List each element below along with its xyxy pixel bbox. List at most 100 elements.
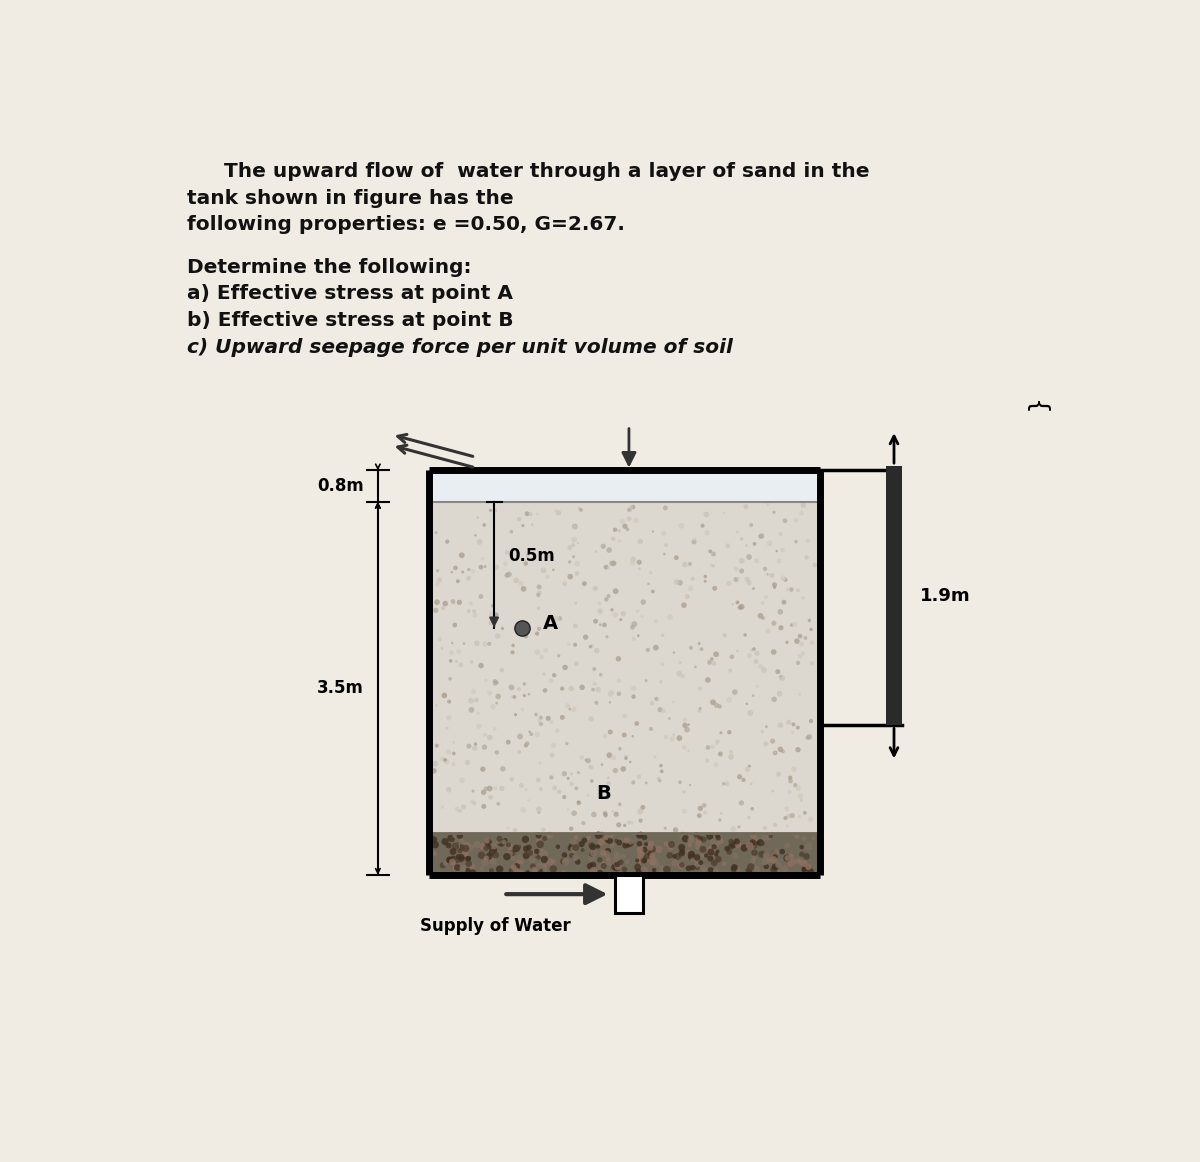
Point	[557, 734, 576, 753]
Point	[670, 665, 689, 683]
Point	[742, 516, 761, 535]
Point	[786, 532, 805, 551]
Text: c) Upward seepage force per unit volume of soil: c) Upward seepage force per unit volume …	[187, 338, 733, 357]
Point	[578, 787, 598, 805]
Point	[516, 626, 535, 645]
Point	[734, 839, 754, 858]
Point	[590, 602, 610, 621]
Point	[709, 849, 728, 868]
Point	[768, 662, 787, 681]
Point	[582, 772, 601, 790]
Point	[653, 655, 672, 674]
Point	[475, 738, 494, 756]
Point	[566, 617, 586, 636]
Point	[613, 604, 632, 623]
Point	[649, 840, 668, 859]
Point	[673, 667, 692, 686]
Point	[691, 798, 710, 817]
Point	[426, 601, 445, 619]
Point	[504, 849, 523, 868]
Point	[614, 847, 634, 866]
Point	[527, 705, 546, 724]
Point	[647, 638, 666, 657]
Point	[529, 711, 548, 730]
Point	[542, 768, 562, 787]
Point	[460, 849, 479, 868]
Point	[607, 859, 626, 877]
Point	[559, 634, 578, 653]
Point	[742, 775, 761, 794]
Point	[636, 672, 655, 690]
Point	[450, 835, 469, 854]
Point	[461, 691, 480, 710]
Point	[473, 859, 492, 877]
Point	[594, 855, 613, 874]
Point	[743, 833, 762, 852]
Point	[540, 547, 559, 566]
Point	[553, 708, 572, 726]
Point	[544, 853, 563, 872]
Point	[560, 567, 580, 586]
Point	[644, 861, 664, 880]
Point	[684, 849, 703, 868]
Point	[668, 847, 688, 866]
Point	[756, 588, 775, 607]
Point	[439, 837, 458, 855]
Point	[596, 806, 616, 825]
Point	[728, 641, 748, 660]
Point	[460, 737, 479, 755]
Point	[740, 837, 760, 855]
Point	[682, 579, 701, 597]
Point	[433, 798, 452, 817]
Point	[566, 838, 586, 856]
Point	[720, 690, 739, 709]
Point	[481, 614, 500, 632]
Point	[582, 637, 601, 655]
Point	[624, 679, 643, 697]
Point	[788, 718, 808, 737]
Point	[756, 560, 775, 579]
Point	[757, 858, 776, 876]
Point	[619, 813, 638, 832]
Point	[778, 799, 797, 818]
Point	[712, 804, 731, 823]
Point	[468, 508, 487, 526]
Point	[610, 522, 629, 540]
Point	[564, 530, 583, 548]
Point	[504, 858, 523, 876]
Point	[674, 802, 694, 820]
Point	[499, 835, 518, 854]
Point	[798, 729, 817, 747]
Point	[440, 669, 460, 688]
Point	[641, 719, 660, 738]
Point	[484, 840, 503, 859]
Bar	[430, 471, 820, 502]
Point	[607, 845, 626, 863]
Point	[708, 842, 727, 861]
Point	[679, 741, 698, 760]
Point	[469, 717, 488, 736]
Point	[611, 795, 630, 813]
Point	[517, 734, 536, 753]
Point	[792, 634, 811, 653]
Point	[800, 727, 820, 746]
Bar	[616, 875, 643, 913]
Point	[704, 838, 724, 856]
Point	[454, 859, 473, 877]
Point	[779, 580, 798, 598]
Point	[799, 611, 818, 630]
Point	[618, 853, 637, 872]
Point	[570, 500, 589, 518]
Point	[584, 861, 604, 880]
Point	[443, 831, 462, 849]
Point	[631, 826, 650, 845]
Point	[708, 826, 727, 845]
Point	[480, 838, 499, 856]
Point	[594, 844, 613, 862]
Point	[497, 566, 516, 584]
Point	[610, 833, 629, 852]
Point	[520, 844, 539, 862]
Point	[596, 829, 616, 847]
Point	[786, 853, 805, 872]
Point	[752, 845, 772, 863]
